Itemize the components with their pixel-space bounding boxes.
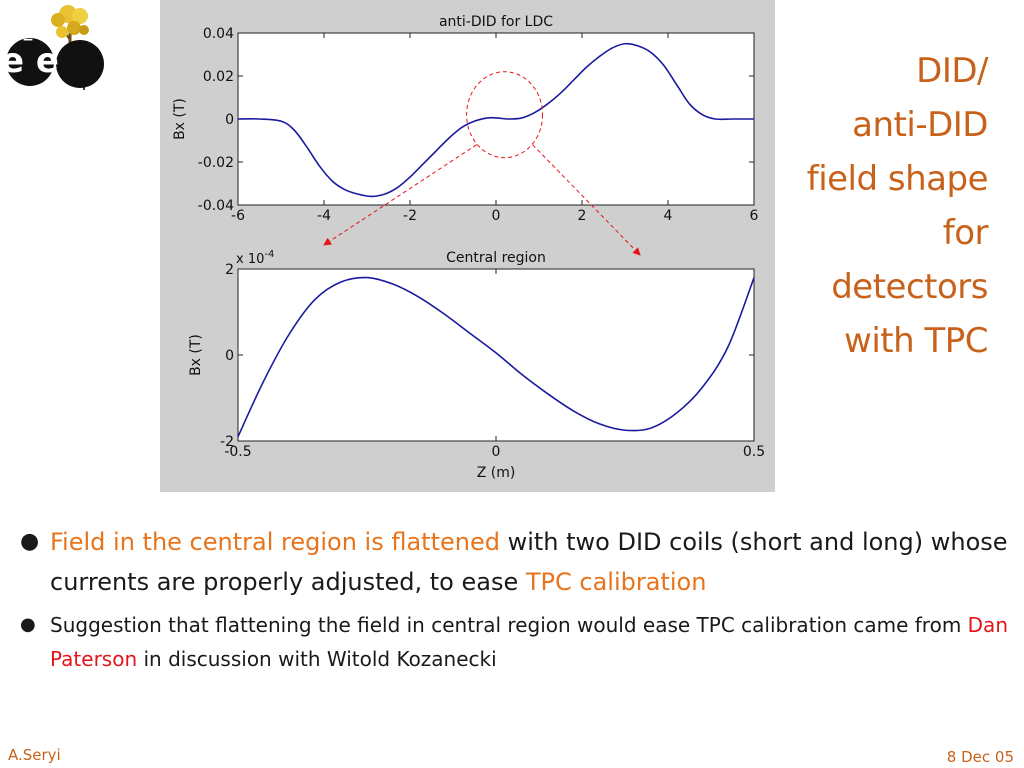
y-tick-label: -0.02 [198,155,234,171]
y-tick-label: 0.02 [203,69,234,85]
bullet-1-highlight-2: TPC calibration [525,568,707,596]
y-tick-label: 2 [225,262,234,278]
bullet-dot-icon: ● [20,614,36,635]
y-multiplier-label: x 10-4 [236,249,274,267]
y-tick-label: 0.04 [203,26,234,42]
series-line-1 [237,42,754,198]
figure-panel: anti-DID for LDC -6 -4 -2 0 2 4 6 0.04 0.02 0 -0.02… [160,0,775,492]
chart-2: Central region -0.5 0 0.5 2 0 -2 Bx (T) Z (m) x 1… [188,249,765,481]
chart-1: anti-DID for LDC -6 -4 -2 0 2 4 6 0.04 0.02 0 -0.02… [172,14,759,224]
x-tick-label: 6 [750,208,759,224]
y-axis-label: Bx (T) [188,334,204,376]
series-line-1 [237,276,755,438]
arrow-left [323,144,477,246]
bullet-1-text: with two DID coils (short and long) whos… [50,528,1008,596]
bullet-2-text-before: Suggestion that flattening the field in … [50,613,968,637]
slide-title: DID/ anti-DID field shape for detectors … [768,44,989,368]
bullet-2: ● Suggestion that flattening the field i… [18,608,1008,676]
chart-title: Central region [446,250,546,266]
logo-text: e e [1,41,59,81]
bullet-list: ● Field in the central region is flatten… [18,522,1008,676]
x-tick-label: 0 [492,208,501,224]
bx-field-figure: anti-DID for LDC -6 -4 -2 0 2 4 6 0.04 0.02 0 -0.02… [172,14,765,481]
x-axis-label: Z (m) [477,465,516,481]
bullet-dot-icon: ● [20,529,40,554]
title-line-5: detectors [831,267,988,307]
y-tick-label: -0.04 [198,198,234,214]
logo-minus: − [22,32,34,48]
bullet-2-name: Dan Paterson [50,613,1008,671]
x-tick-label: 0 [492,444,501,460]
title-line-6: with TPC [844,321,988,361]
chart-title: anti-DID for LDC [439,14,553,30]
y-tick-label: -2 [220,434,234,450]
x-tick-label: -4 [317,208,331,224]
title-line-4: for [942,213,989,253]
title-line-2: anti-DID [852,105,988,145]
central-region-annotation [323,71,641,256]
bullet-1-highlight: Field in the central region is flattened [50,528,500,556]
x-tick-label: -6 [231,208,245,224]
y-axis-label: Bx (T) [172,98,188,140]
arrow-right [532,144,641,256]
title-line-3: field shape [806,159,989,199]
bullet-1: ● Field in the central region is flatten… [18,522,1008,602]
footer-author: A.Seryi [8,746,61,764]
y-tick-label: 0 [225,348,234,364]
plot-area [237,32,755,206]
ee-logo: e e − + [1,5,104,92]
y-tick-label: 0 [225,112,234,128]
bullet-2-text-after: in discussion with Witold Kozanecki [137,647,497,671]
flower-tree-icon [51,5,89,62]
x-tick-label: -0.5 [224,444,251,460]
x-tick-label: 2 [578,208,587,224]
logo-plus: + [78,78,90,92]
x-tick-label: 0.5 [743,444,765,460]
title-line-1: DID/ [916,51,988,91]
x-tick-label: -2 [403,208,417,224]
x-tick-label: 4 [664,208,673,224]
plot-area [237,268,755,442]
footer-date: 8 Dec 05 [946,748,1014,766]
highlight-circle [466,71,544,159]
